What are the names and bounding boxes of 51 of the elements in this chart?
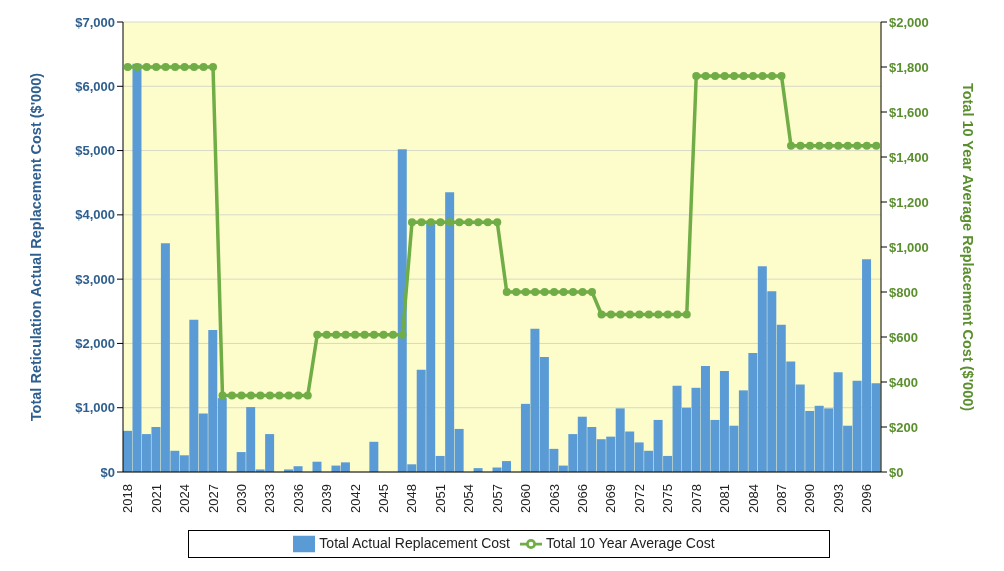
y2-tick-label: $1,000 [889,239,929,255]
x-tick-label: 2078 [688,484,704,513]
y2-tick-label: $0 [889,464,904,480]
y2-tick-label: $1,600 [889,104,929,120]
y2-tick-label: $800 [889,284,918,300]
y-tick-label: $4,000 [75,207,115,223]
y2-tick-label: $400 [889,374,918,390]
x-tick-label: 2042 [347,484,363,513]
x-tick-label: 2033 [262,484,278,513]
x-tick-label: 2093 [830,484,846,513]
x-tick-label: 2036 [290,484,306,513]
x-tick-label: 2069 [603,484,619,513]
y-tick-label: $1,000 [75,400,115,416]
y-tick-label: $6,000 [75,78,115,94]
y-axis-title: Total Reticulation Actual Replacement Cost ($'000) [28,72,45,422]
x-tick-label: 2045 [376,484,392,513]
x-tick-label: 2075 [660,484,676,513]
x-tick-label: 2039 [319,484,335,513]
y2-tick-label: $200 [889,419,918,435]
x-tick-label: 2063 [546,484,562,513]
x-tick-label: 2096 [859,484,875,513]
y-tick-label: $5,000 [75,143,115,159]
y2-tick-label: $1,400 [889,149,929,165]
legend-label: Total 10 Year Average Cost [546,534,715,551]
x-tick-label: 2051 [432,484,448,513]
x-tick-label: 2021 [148,484,164,513]
y2-tick-label: $600 [889,329,918,345]
x-tick-label: 2090 [802,484,818,513]
y-tick-label: $7,000 [75,14,115,30]
bar [369,441,379,472]
y2-axis-title: Total 10 Year Average Replacement Cost ($'000) [959,82,976,412]
legend-label: Total Actual Replacement Cost [319,534,510,551]
y-tick-label: $3,000 [75,271,115,287]
y2-tick-label: $1,800 [889,59,929,75]
x-tick-label: 2066 [575,484,591,513]
x-tick-label: 2024 [177,484,193,513]
x-tick-label: 2081 [717,484,733,513]
x-tick-label: 2030 [233,484,249,513]
x-tick-label: 2084 [745,484,761,513]
x-tick-label: 2087 [774,484,790,513]
x-tick-label: 2054 [461,484,477,513]
x-tick-label: 2057 [489,484,505,513]
x-tick-label: 2018 [120,484,136,513]
y-tick-label: $0 [100,464,115,480]
x-tick-label: 2060 [518,484,534,513]
x-tick-label: 2048 [404,484,420,513]
y2-tick-label: $1,200 [889,194,929,210]
x-tick-label: 2027 [205,484,221,513]
x-tick-label: 2072 [631,484,647,513]
y-tick-label: $2,000 [75,336,115,352]
y2-tick-label: $2,000 [889,14,929,30]
